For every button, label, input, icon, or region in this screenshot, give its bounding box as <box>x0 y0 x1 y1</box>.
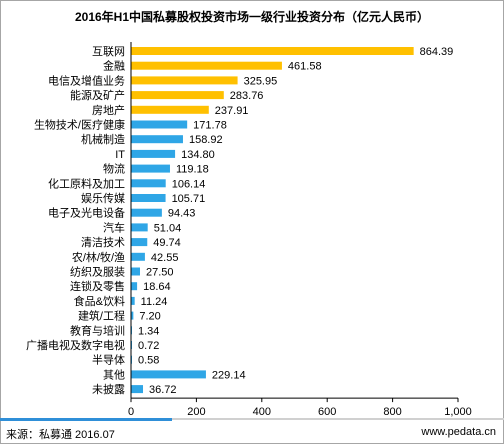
bar <box>131 135 183 144</box>
data-label: 864.39 <box>420 46 454 58</box>
data-label: 237.91 <box>215 105 249 117</box>
x-tick-label: 0 <box>128 406 134 418</box>
category-label: 连锁及零售 <box>70 279 125 293</box>
data-label: 106.14 <box>172 178 206 190</box>
bar <box>131 252 145 261</box>
bar <box>131 149 176 158</box>
category-label: 物流 <box>103 162 125 176</box>
x-tick-label: 400 <box>253 406 271 418</box>
bar <box>131 61 282 70</box>
bar <box>131 238 148 247</box>
bar <box>131 164 170 173</box>
x-tick-label: 200 <box>187 406 205 418</box>
footer-site-link[interactable]: www.pedata.cn <box>421 426 496 438</box>
data-label: 36.72 <box>149 384 177 396</box>
category-label: 广播电视及数字电视 <box>26 338 125 352</box>
category-label: 教育与培训 <box>70 323 125 337</box>
data-label: 42.55 <box>151 252 179 264</box>
x-tick-label: 800 <box>383 406 401 418</box>
data-label: 1.34 <box>138 325 159 337</box>
data-label: 119.18 <box>176 164 209 176</box>
category-label: 纺织及服装 <box>70 265 125 279</box>
category-label: 生物技术/医疗健康 <box>34 118 125 132</box>
data-label: 229.14 <box>212 369 246 381</box>
footer-divider <box>0 418 504 420</box>
bar <box>131 208 162 217</box>
category-label: 建筑/工程 <box>78 309 125 323</box>
data-label: 0.58 <box>138 355 159 367</box>
category-label: 房地产 <box>92 103 125 117</box>
category-label: 能源及矿产 <box>70 88 125 102</box>
data-label: 7.20 <box>139 311 160 323</box>
category-label: 其他 <box>103 368 125 381</box>
category-label: 半导体 <box>92 353 125 367</box>
bar <box>131 76 238 85</box>
category-label: 电信及增值业务 <box>48 73 125 87</box>
category-label: 食品&饮料 <box>74 294 125 308</box>
category-label: 娱乐传媒 <box>81 191 125 205</box>
category-label: 机械制造 <box>81 132 125 146</box>
category-label: 清洁技术 <box>81 236 125 249</box>
category-label: 农/林/牧/渔 <box>72 250 125 264</box>
data-label: 134.80 <box>181 149 215 161</box>
chart-title: 2016年H1中国私募股权投资市场一级行业投资分布（亿元人民币） <box>74 10 430 24</box>
bar <box>131 267 140 276</box>
data-label: 171.78 <box>193 120 227 132</box>
data-label: 51.04 <box>154 222 182 234</box>
data-label: 18.64 <box>143 281 171 293</box>
data-label: 283.76 <box>230 90 264 102</box>
bar <box>131 223 148 232</box>
data-label: 0.72 <box>138 340 159 352</box>
data-label: 461.58 <box>288 61 322 73</box>
data-label: 158.92 <box>189 134 223 146</box>
category-label: 化工原料及加工 <box>48 176 125 190</box>
bar <box>131 385 144 394</box>
axes-group: 0 200 400 600 800 1,000 <box>128 42 472 418</box>
category-label: 电子及光电设备 <box>48 206 125 220</box>
data-label: 49.74 <box>153 237 181 249</box>
footer-accent-bar <box>0 418 172 421</box>
bar <box>131 282 138 291</box>
bar <box>131 311 134 320</box>
value-labels-group: 864.39 461.58 325.95 283.76 237.91 171.78 158.… <box>138 46 453 396</box>
data-label: 105.71 <box>172 193 206 205</box>
data-label: 11.24 <box>141 296 168 308</box>
category-label: 互联网 <box>92 45 125 58</box>
footer-source: 来源：私募通 2016.07 <box>6 429 115 441</box>
data-label: 94.43 <box>168 208 196 220</box>
data-label: 325.95 <box>244 75 278 87</box>
x-tick-label: 1,000 <box>444 406 472 418</box>
category-label: 未披露 <box>92 382 125 396</box>
data-label: 27.50 <box>146 267 174 279</box>
bar <box>131 194 166 202</box>
bar <box>131 120 188 129</box>
bar <box>131 370 206 379</box>
category-label: 金融 <box>103 59 125 73</box>
bar <box>131 296 135 305</box>
bar <box>131 105 209 114</box>
bar <box>131 91 224 100</box>
bars-group <box>131 47 414 394</box>
bar <box>131 179 166 188</box>
x-tick-label: 600 <box>318 406 336 418</box>
category-label: IT <box>115 149 125 161</box>
bar <box>131 47 414 55</box>
category-label: 汽车 <box>103 220 125 234</box>
